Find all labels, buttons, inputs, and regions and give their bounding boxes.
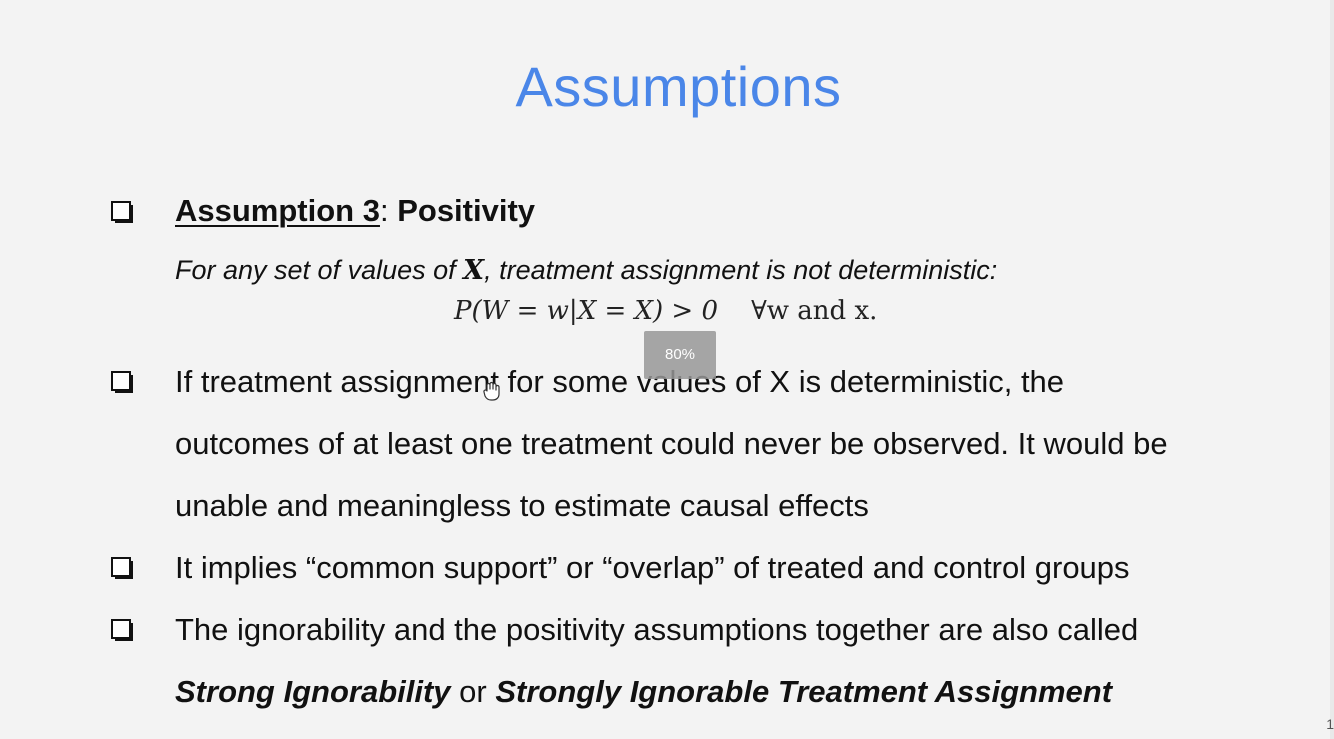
term-strongly-ignorable-treatment-assignment: Strongly Ignorable Treatment Assignment (495, 674, 1113, 709)
assumption-heading: Assumption 3: Positivity (175, 193, 535, 229)
checkbox-bullet-icon (111, 557, 133, 579)
assumption-definition: For any set of values of X, treatment as… (175, 255, 997, 286)
page-number: 1 (1326, 716, 1334, 732)
definition-prefix: For any set of values of (175, 255, 464, 285)
hand-grab-icon (482, 380, 502, 402)
scrollbar-edge[interactable] (1330, 0, 1334, 739)
bullet-4-line-1: The ignorability and the positivity assu… (175, 612, 1139, 647)
formula-lhs: P(W = w|X = X) > 0 (454, 296, 719, 326)
checkbox-bullet-icon (111, 619, 133, 641)
bullet-2-line-2: outcomes of at least one treatment could… (175, 426, 1168, 461)
term-or: or (450, 674, 496, 709)
bullet-3: It implies “common support” or “overlap”… (175, 550, 1130, 585)
slide-title: Assumptions (515, 55, 842, 118)
assumption-name: Positivity (397, 193, 536, 228)
definition-variable: X (463, 255, 485, 286)
term-strong-ignorability: Strong Ignorability (175, 674, 451, 709)
bullet-4-line-2: Strong Ignorability or Strongly Ignorabl… (175, 674, 1112, 710)
checkbox-bullet-icon (111, 201, 133, 223)
zoom-level-badge: 80% (644, 331, 716, 379)
definition-suffix: , treatment assignment is not determinis… (484, 255, 998, 285)
positivity-formula: P(W = w|X = X) > 0 ∀w and x. (454, 296, 877, 326)
assumption-label: Assumption 3 (175, 193, 380, 228)
assumption-separator: : (379, 193, 398, 228)
formula-rhs: ∀w and x. (751, 296, 878, 326)
bullet-2-line-3: unable and meaningless to estimate causa… (175, 488, 869, 523)
checkbox-bullet-icon (111, 371, 133, 393)
bullet-2-line-1: If treatment assignment for some values … (175, 364, 1065, 399)
